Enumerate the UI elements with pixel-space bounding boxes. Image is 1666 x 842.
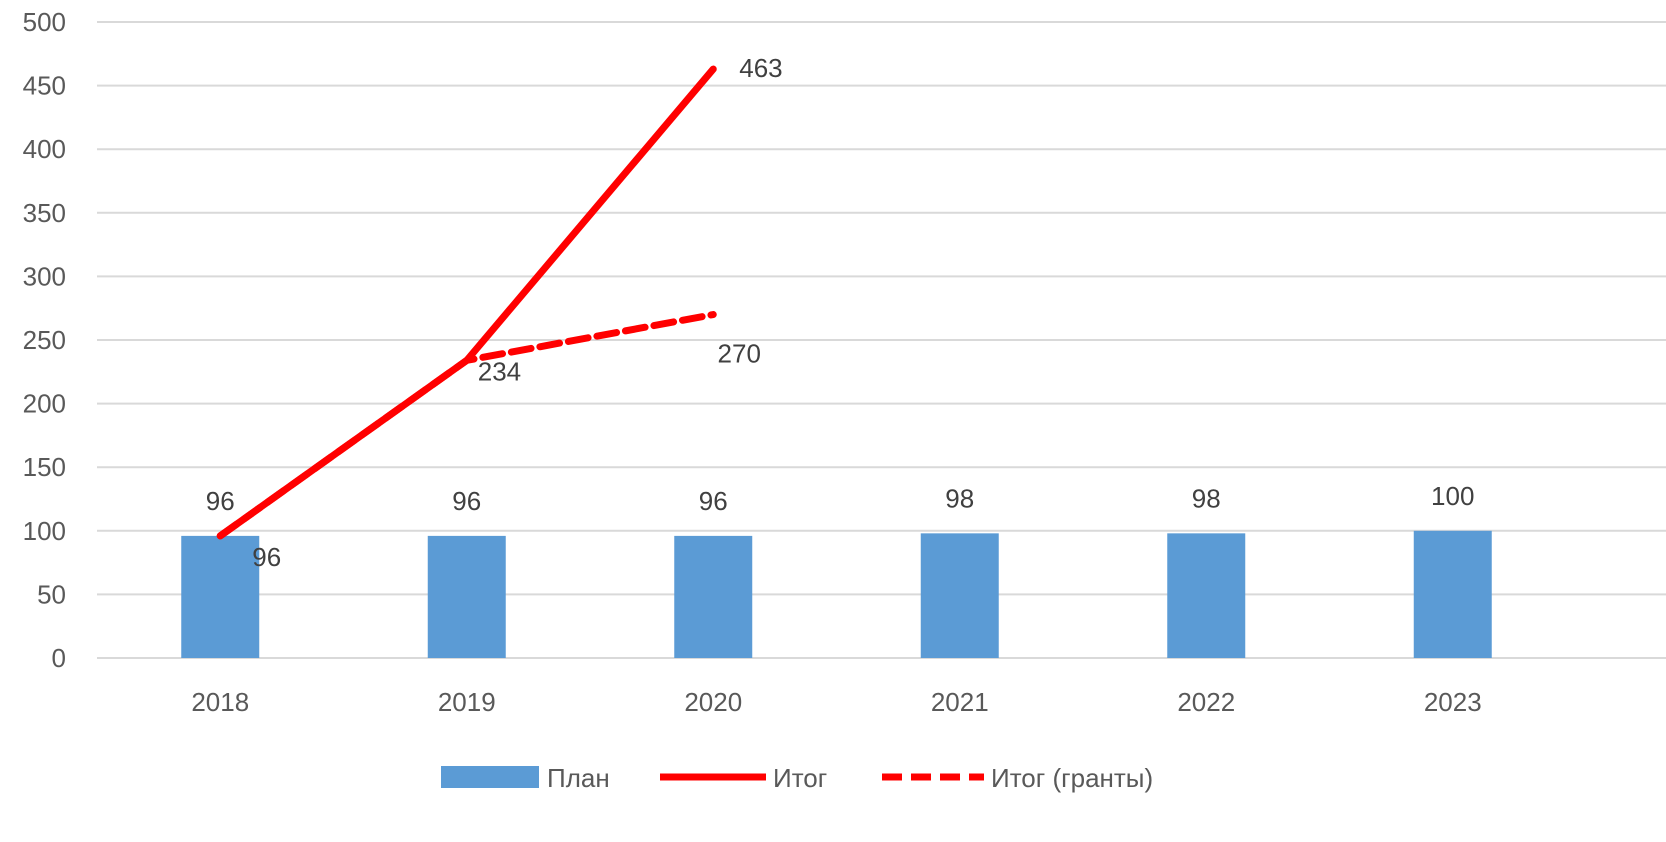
- bar-series: [181, 530, 1492, 658]
- data-label-plan: 96: [452, 486, 481, 516]
- data-labels: 96 96 96 98 98 100 96 234 463 270: [206, 53, 1475, 572]
- y-tick-label: 400: [23, 134, 66, 164]
- y-tick-label: 0: [52, 643, 66, 673]
- legend-label-plan: План: [547, 763, 610, 793]
- bar-plan-2023: [1413, 530, 1492, 658]
- x-tick-label: 2021: [931, 687, 989, 717]
- data-label-plan: 96: [206, 486, 235, 516]
- bar-plan-2019: [427, 535, 506, 658]
- data-label-plan: 98: [945, 483, 974, 513]
- y-tick-label: 300: [23, 261, 66, 291]
- bar-plan-2018: [181, 535, 260, 658]
- data-label-itog-grants: 270: [718, 339, 761, 369]
- data-label-itog: 96: [252, 542, 281, 572]
- y-tick-label: 150: [23, 452, 66, 482]
- data-label-itog: 463: [739, 53, 782, 83]
- gridlines: [97, 21, 1666, 659]
- x-tick-label: 2020: [684, 687, 742, 717]
- x-tick-label: 2022: [1177, 687, 1235, 717]
- data-label-plan: 98: [1192, 483, 1221, 513]
- y-tick-label: 500: [23, 7, 66, 37]
- legend-swatch-plan: [441, 766, 539, 788]
- y-tick-label: 100: [23, 516, 66, 546]
- y-tick-label: 200: [23, 389, 66, 419]
- legend: План Итог Итог (гранты): [441, 763, 1153, 793]
- line-series: [216, 65, 717, 540]
- legend-label-itog: Итог: [773, 763, 827, 793]
- x-tick-label: 2019: [438, 687, 496, 717]
- y-tick-label: 450: [23, 71, 66, 101]
- legend-label-itog-grants: Итог (гранты): [991, 763, 1153, 793]
- x-tick-label: 2023: [1424, 687, 1482, 717]
- bar-plan-2022: [1167, 533, 1246, 658]
- y-tick-label: 50: [37, 579, 66, 609]
- y-axis-tick-labels: 0 50 100 150 200 250 300 350 400 450 500: [23, 7, 66, 673]
- bar-plan-2021: [920, 533, 999, 658]
- y-tick-label: 350: [23, 198, 66, 228]
- data-label-plan: 100: [1431, 481, 1474, 511]
- data-label-itog: 234: [478, 356, 521, 386]
- y-tick-label: 250: [23, 325, 66, 355]
- x-axis-tick-labels: 2018 2019 2020 2021 2022 2023: [191, 687, 1481, 717]
- bar-plan-2020: [674, 535, 753, 658]
- x-tick-label: 2018: [191, 687, 249, 717]
- data-label-plan: 96: [699, 486, 728, 516]
- line-itog: [216, 65, 717, 540]
